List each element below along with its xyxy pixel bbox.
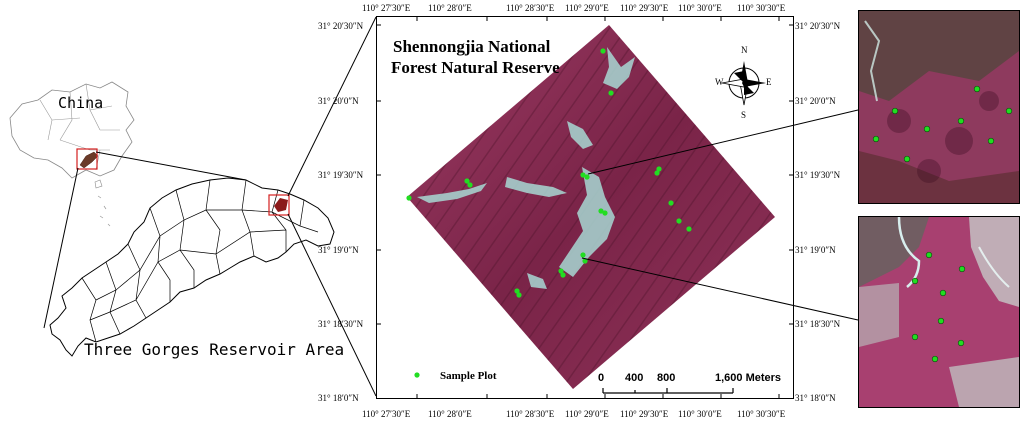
north-arrow-icon: [721, 61, 766, 106]
top-lon-label: 110° 28′0″E: [428, 3, 472, 13]
scale-label-400: 400: [625, 372, 644, 384]
main-map: Shennongjia National Forest Natural Rese…: [376, 16, 794, 399]
left-lat-label: 31° 20′0″N: [318, 96, 359, 106]
bottom-lon-label: 110° 28′30″E: [506, 409, 555, 419]
left-lat-label: 31° 18′30″N: [318, 319, 364, 329]
south-sea-islands: [97, 195, 111, 227]
map-title-line2: Forest Natural Reserve: [391, 58, 560, 77]
right-lat-label: 31° 20′30″N: [795, 21, 841, 31]
right-lat-label: 31° 19′30″N: [795, 170, 841, 180]
bottom-lon-label: 110° 30′0″E: [678, 409, 722, 419]
right-lat-label: 31° 19′0″N: [795, 245, 836, 255]
right-lat-label: 31° 18′30″N: [795, 319, 841, 329]
reserve-in-tgra: [274, 198, 288, 212]
right-lat-label: 31° 20′0″N: [795, 96, 836, 106]
bottom-lon-label: 110° 27′30″E: [362, 409, 411, 419]
tgra-counties: [81, 179, 319, 343]
china-label: China: [58, 94, 104, 112]
top-lon-label: 110° 30′30″E: [737, 3, 786, 13]
inset-bottom: [858, 216, 1020, 408]
right-lat-label: 31° 18′0″N: [795, 393, 836, 403]
east-label: E: [766, 77, 772, 87]
tgra-locator-box: [268, 194, 290, 216]
south-label: S: [741, 110, 747, 120]
bottom-lon-label: 110° 29′30″E: [620, 409, 669, 419]
china-locator-box: [76, 148, 98, 170]
scale-label-1600: 1,600 Meters: [715, 372, 782, 384]
top-lon-label: 110° 30′0″E: [678, 3, 722, 13]
china-provinces: [39, 83, 120, 171]
china-outline: [9, 81, 135, 179]
scale-label-0: 0: [598, 372, 605, 384]
north-label: N: [741, 45, 748, 55]
left-lat-label: 31° 18′0″N: [318, 393, 359, 403]
tgra-in-china: [79, 151, 99, 169]
inset-bottom-image: [859, 217, 1019, 407]
inset-top: [858, 10, 1020, 204]
map-title-line1: Shennongjia National: [393, 37, 551, 56]
top-lon-label: 110° 28′30″E: [506, 3, 555, 13]
west-label: W: [715, 77, 724, 87]
left-lat-label: 31° 20′30″N: [318, 21, 364, 31]
inset-bottom-sample-plots: [911, 251, 966, 363]
valley-clearings: [417, 47, 635, 289]
tgra-label: Three Gorges Reservoir Area: [84, 340, 345, 359]
top-lon-label: 110° 27′30″E: [362, 3, 411, 13]
legend-label: Sample Plot: [440, 370, 497, 382]
top-lon-label: 110° 29′0″E: [565, 3, 609, 13]
left-lat-label: 31° 19′0″N: [318, 245, 359, 255]
left-lat-label: 31° 19′30″N: [318, 170, 364, 180]
scale-label-800: 800: [657, 372, 676, 384]
legend-marker-icon: [414, 372, 420, 378]
bottom-lon-label: 110° 28′0″E: [428, 409, 472, 419]
inset-top-sample-plots: [872, 85, 1013, 163]
inset-top-image: [859, 11, 1019, 203]
scale-bar: [602, 388, 734, 394]
hainan-island: [94, 179, 103, 189]
top-lon-label: 110° 29′30″E: [620, 3, 669, 13]
overview-maps: [9, 16, 376, 397]
bottom-lon-label: 110° 30′30″E: [737, 409, 786, 419]
bottom-lon-label: 110° 29′0″E: [565, 409, 609, 419]
